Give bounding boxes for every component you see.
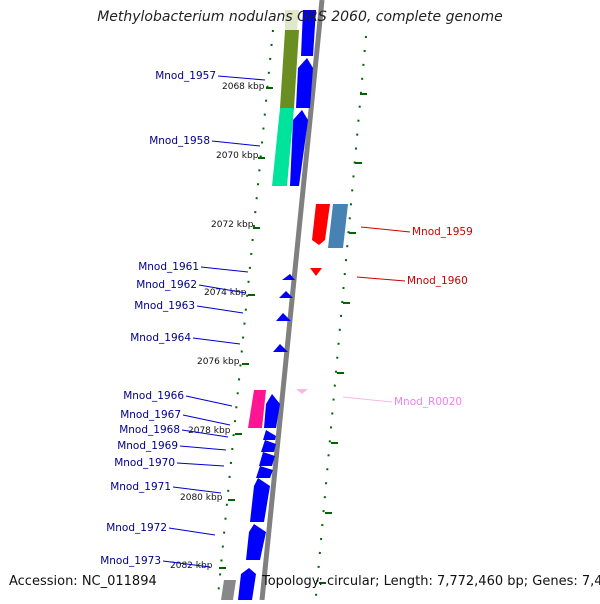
gene-label-mnod-r0020: Mnod_R0020 <box>394 396 462 408</box>
backbone <box>259 0 325 601</box>
leader-mnod-1964 <box>192 337 241 345</box>
leader-mnod-1958 <box>211 140 261 147</box>
scale-label-6: 2080 kbp <box>180 493 223 503</box>
leader-mnod-1962 <box>198 284 247 294</box>
leader-mnod-1960 <box>356 276 406 282</box>
leader-mnod-1959 <box>360 226 411 233</box>
gene-arrow-mnod-1958 <box>290 110 308 186</box>
scale-label-4: 2076 kbp <box>197 357 240 367</box>
gene-arrow-mnod-1969 <box>259 452 275 466</box>
gene-arrow-mnod-1959 <box>312 204 330 245</box>
leader-mnod-1971 <box>172 486 222 494</box>
scale-label-7: 2082 kbp <box>170 561 213 571</box>
gene-arrow-mnod-1964 <box>273 344 288 352</box>
leader-mnod-1970 <box>176 462 225 467</box>
scale-label-3: 2074 kbp <box>204 288 247 298</box>
gene-arrow-mnod-1960 <box>310 268 322 276</box>
map-title: Methylobacterium nodulans ORS 2060, comp… <box>97 9 503 25</box>
gene-arrow-mnod-1957b <box>296 58 313 108</box>
gene-label-mnod-1967: Mnod_1967 <box>120 409 181 421</box>
scale-ticks-right <box>319 93 367 584</box>
gene-arrow-mnod-1967 <box>263 430 276 440</box>
gene-block-mnod-1957-olive <box>280 30 299 108</box>
leader-mnod-1957 <box>217 75 266 81</box>
gene-label-mnod-1961: Mnod_1961 <box>138 261 199 273</box>
gene-label-mnod-1968: Mnod_1968 <box>119 424 180 436</box>
gene-label-mnod-1962: Mnod_1962 <box>136 279 197 291</box>
gene-arrow-mnod-1963 <box>276 313 291 321</box>
gene-label-mnod-1969: Mnod_1969 <box>117 440 178 452</box>
gene-block-mnod-1958-green <box>272 108 294 186</box>
leader-mnod-1967 <box>182 414 231 426</box>
topology-text: Topology: circular; Length: 7,772,460 bp… <box>262 574 600 589</box>
gene-block-bottom-gray <box>221 580 236 600</box>
gene-block-mnod-1957-light <box>285 10 299 30</box>
gene-arrow-mnod-1957 <box>301 10 316 56</box>
gene-label-mnod-1964: Mnod_1964 <box>130 332 191 344</box>
gene-label-mnod-1970: Mnod_1970 <box>114 457 175 469</box>
gene-label-mnod-1966: Mnod_1966 <box>123 390 184 402</box>
gene-label-mnod-1963: Mnod_1963 <box>134 300 195 312</box>
gene-label-mnod-1972: Mnod_1972 <box>106 522 167 534</box>
gene-arrow-mnod-1973 <box>238 568 256 600</box>
gene-arrow-mnod-1971 <box>250 478 270 522</box>
scale-label-2: 2072 kbp <box>211 220 254 230</box>
leader-mnod-1963 <box>196 305 244 314</box>
leader-mnod-1968 <box>181 429 229 438</box>
leader-mnod-1972 <box>168 527 216 536</box>
gene-block-mnod-1959-steel <box>328 204 348 248</box>
gene-arrow-mnod-1966 <box>264 394 280 428</box>
leader-mnod-1969 <box>179 445 227 451</box>
gene-block-mnod-1966-pink <box>248 390 266 428</box>
leader-mnod-r0020 <box>342 396 393 403</box>
leader-mnod-1966 <box>185 395 233 407</box>
scale-label-5: 2078 kbp <box>188 426 231 436</box>
scale-label-1: 2070 kbp <box>216 151 259 161</box>
gene-label-mnod-1959: Mnod_1959 <box>412 226 473 238</box>
gene-arrow-mnod-r0020 <box>296 389 308 394</box>
gene-label-mnod-1973: Mnod_1973 <box>100 555 161 567</box>
gene-label-mnod-1957: Mnod_1957 <box>155 70 216 82</box>
gene-arrow-mnod-1970 <box>256 466 273 478</box>
gene-label-mnod-1960: Mnod_1960 <box>407 275 468 287</box>
gene-arrow-mnod-1968 <box>261 440 276 452</box>
gene-arrow-mnod-1962 <box>279 291 293 298</box>
accession-text: Accession: NC_011894 <box>9 574 157 589</box>
gene-arrow-mnod-1961 <box>282 274 295 280</box>
leader-mnod-1973 <box>162 560 211 568</box>
scale-ticks-left <box>219 87 273 569</box>
outer-right-dots <box>315 35 367 597</box>
gene-arrow-mnod-1972 <box>246 524 266 560</box>
gene-label-mnod-1971: Mnod_1971 <box>110 481 171 493</box>
gene-label-mnod-1958: Mnod_1958 <box>149 135 210 147</box>
scale-label-0: 2068 kbp <box>222 82 265 92</box>
leader-mnod-1961 <box>200 266 249 273</box>
